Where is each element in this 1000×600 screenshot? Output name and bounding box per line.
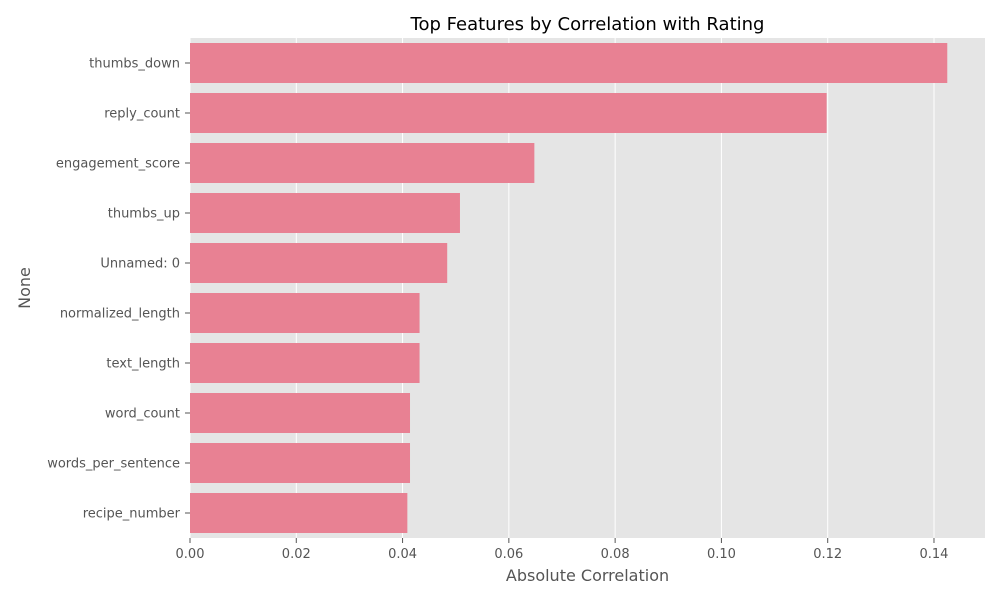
bar-0: [190, 43, 948, 83]
x-tick-label-6: 0.12: [813, 547, 842, 562]
y-tick-label-3: thumbs_up: [108, 207, 180, 222]
y-tick-label-1: reply_count: [104, 107, 180, 122]
x-tick-label-4: 0.08: [601, 547, 630, 562]
x-tick-label-7: 0.14: [920, 547, 949, 562]
x-tick-labels: 0.00 0.02 0.04 0.06 0.08 0.10 0.12 0.14: [176, 538, 949, 562]
y-tick-label-0: thumbs_down: [89, 57, 180, 72]
y-tick-label-6: text_length: [106, 357, 180, 372]
bar-2: [190, 143, 535, 183]
bar-3: [190, 193, 460, 233]
bar-7: [190, 393, 411, 433]
y-tick-label-4: Unnamed: 0: [100, 257, 180, 272]
bar-1: [190, 93, 827, 133]
x-tick-label-5: 0.10: [707, 547, 736, 562]
x-tick-label-1: 0.02: [282, 547, 311, 562]
y-tick-label-7: word_count: [105, 407, 180, 422]
x-tick-label-3: 0.06: [494, 547, 523, 562]
bar-9: [190, 493, 408, 533]
y-tick-label-8: words_per_sentence: [47, 457, 180, 472]
bar-6: [190, 343, 420, 383]
y-tick-label-2: engagement_score: [56, 157, 180, 172]
bars: [190, 43, 948, 533]
y-tick-label-5: normalized_length: [60, 307, 180, 322]
chart-title: Top Features by Correlation with Rating: [410, 14, 765, 35]
bar-8: [190, 443, 411, 483]
bar-4: [190, 243, 448, 283]
y-tick-label-9: recipe_number: [83, 507, 181, 522]
x-tick-label-0: 0.00: [176, 547, 205, 562]
x-tick-label-2: 0.04: [388, 547, 417, 562]
bar-5: [190, 293, 420, 333]
x-axis-label: Absolute Correlation: [506, 566, 669, 585]
y-axis-label: None: [15, 267, 34, 309]
y-tick-labels: thumbs_down reply_count engagement_scoreth…: [47, 57, 190, 522]
